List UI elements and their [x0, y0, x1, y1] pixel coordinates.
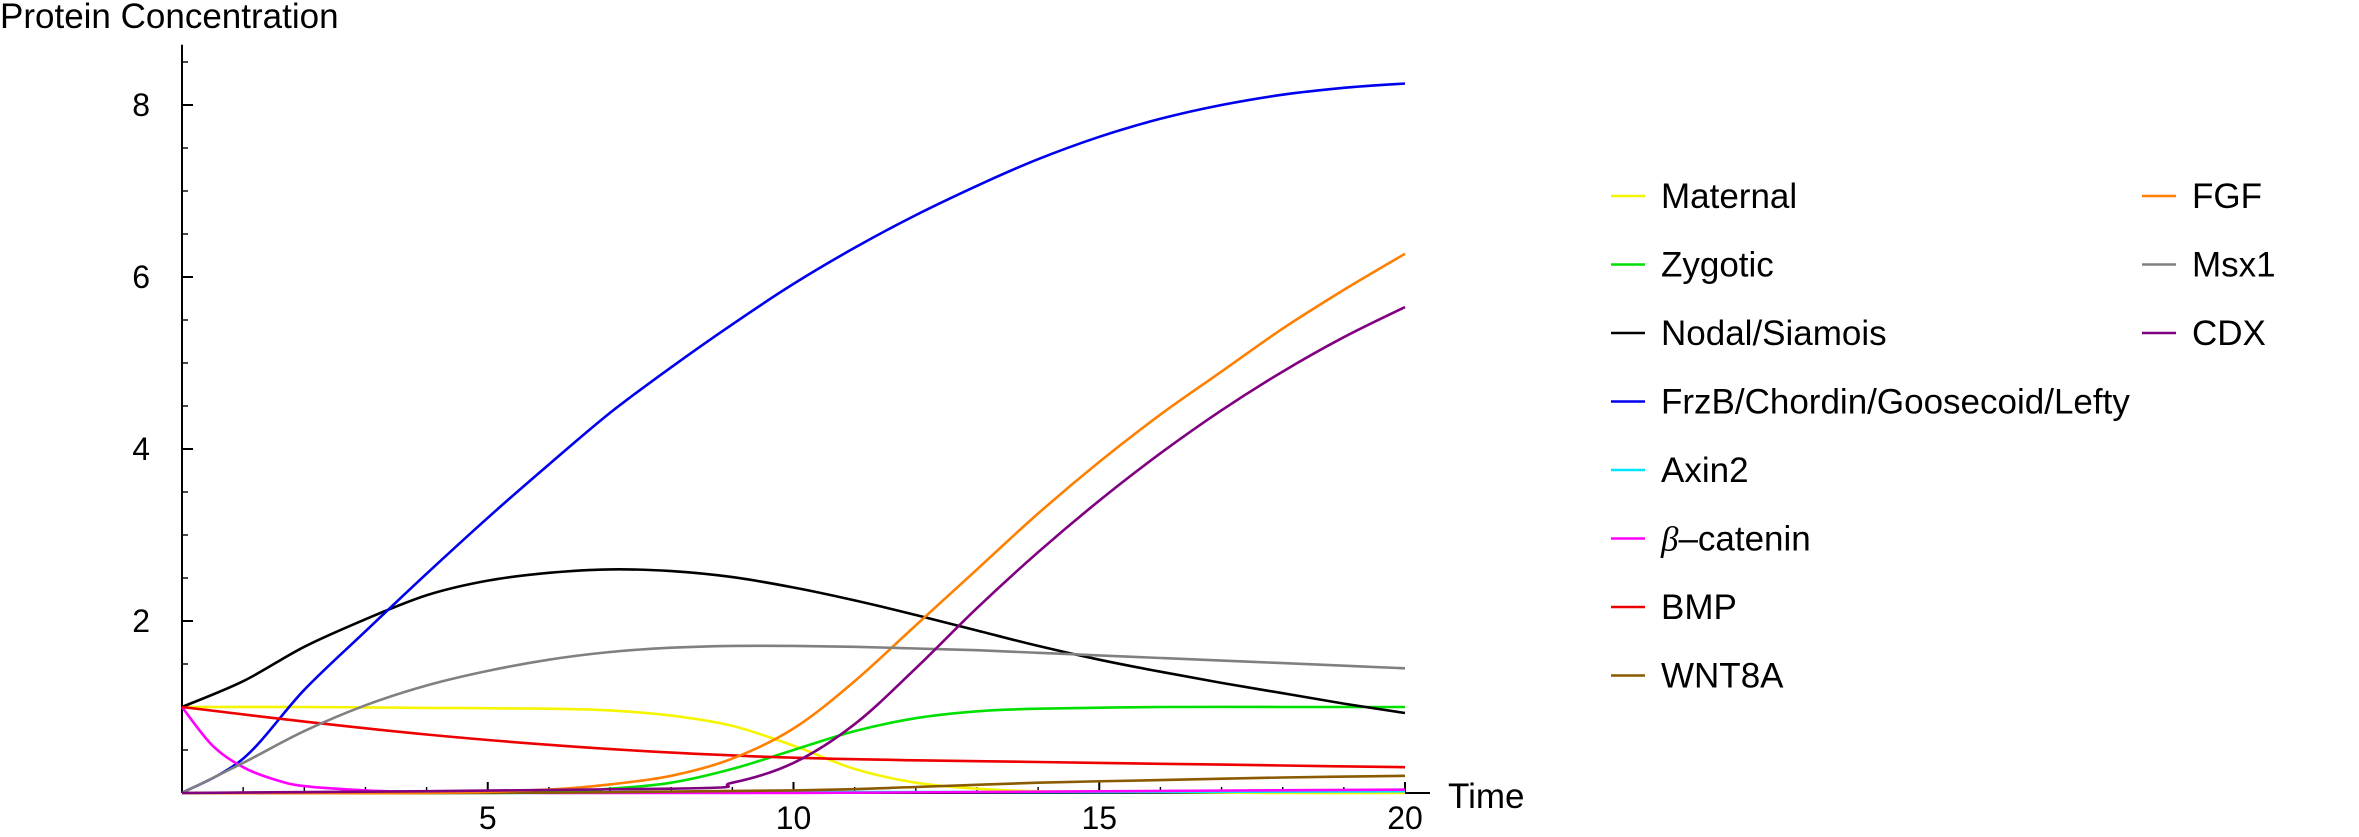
- series-line-bmp: [181, 705, 1406, 769]
- legend-item-frzb-chordin-goosecoid-lefty: FrzB/Chordin/Goosecoid/Lefty: [1611, 383, 2130, 422]
- legend-item-cdx: CDX: [2142, 314, 2266, 353]
- y-tick-label: 2: [132, 603, 150, 639]
- legend-label: FrzB/Chordin/Goosecoid/Lefty: [1661, 383, 2130, 422]
- series-line-cdx: [181, 305, 1406, 795]
- y-tick-label: 6: [132, 259, 150, 295]
- legend-label: Maternal: [1661, 177, 1797, 216]
- legend-label: CDX: [2192, 314, 2266, 353]
- legend-item-msx1: Msx1: [2142, 246, 2276, 285]
- series-line-zygotic: [181, 705, 1405, 795]
- legend-label: Msx1: [2192, 246, 2276, 285]
- legend-label: FGF: [2192, 177, 2262, 216]
- legend-label: Axin2: [1661, 451, 1749, 490]
- y-tick-label: 4: [132, 431, 150, 467]
- legend-label: Zygotic: [1661, 246, 1774, 285]
- x-tick-label: 10: [776, 800, 812, 836]
- x-tick-label: 5: [479, 800, 497, 836]
- y-tick-label: 8: [132, 87, 150, 123]
- series-line-msx1: [181, 644, 1406, 795]
- series-line-frzb-chordin-goosecoid-lefty: [181, 82, 1406, 795]
- legend-label: Nodal/Siamois: [1661, 314, 1887, 353]
- legend-item-zygotic: Zygotic: [1611, 246, 1774, 285]
- x-axis-title: Time: [1448, 777, 1524, 816]
- legend-item-catenin: β–catenin: [1611, 520, 1811, 559]
- series-line-nodal-siamois: [181, 568, 1406, 715]
- legend-item-maternal: Maternal: [1611, 177, 1797, 216]
- x-tick-label: 20: [1387, 800, 1423, 836]
- legend-label: WNT8A: [1661, 657, 1784, 696]
- legend: Maternal Zygotic Nodal/Siamois FrzB/Chordin…: [1611, 177, 2276, 696]
- y-axis-title: Protein Concentration: [0, 0, 339, 36]
- x-tick-label: 15: [1081, 800, 1117, 836]
- legend-label: BMP: [1661, 588, 1737, 627]
- legend-item-wnt8a: WNT8A: [1611, 657, 1784, 696]
- legend-item-bmp: BMP: [1611, 588, 1737, 627]
- axes: 5 10 15 20 2 4 6 8: [132, 44, 1430, 836]
- legend-item-fgf: FGF: [2142, 177, 2262, 216]
- series-layer: [180, 82, 1406, 795]
- legend-item-axin2: Axin2: [1611, 451, 1749, 490]
- legend-item-nodal-siamois: Nodal/Siamois: [1611, 314, 1887, 353]
- series-line-fgf: [181, 252, 1406, 795]
- legend-label: β–catenin: [1660, 520, 1811, 559]
